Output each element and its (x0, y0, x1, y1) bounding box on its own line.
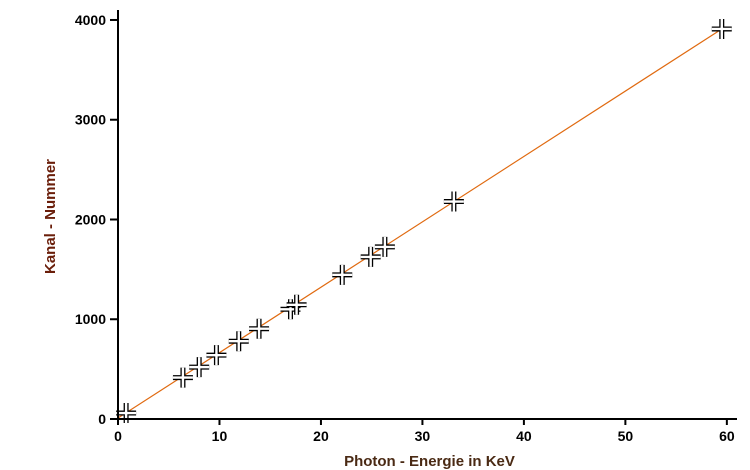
y-tick-label: 2000 (75, 211, 106, 227)
x-axis-ticks: 0 10 20 30 40 50 60 (114, 419, 735, 444)
y-tick-label: 3000 (75, 112, 106, 128)
data-point-marker (228, 331, 249, 352)
x-tick-label: 30 (415, 428, 431, 444)
data-point-marker (360, 246, 381, 267)
data-point-marker (172, 367, 193, 388)
data-point-marker (332, 264, 353, 285)
x-tick-label: 40 (516, 428, 532, 444)
y-tick-label: 0 (98, 411, 106, 427)
x-tick-label: 10 (212, 428, 228, 444)
data-markers (116, 18, 732, 424)
x-tick-label: 20 (313, 428, 329, 444)
fit-line (117, 28, 723, 419)
x-tick-label: 50 (618, 428, 634, 444)
y-axis-ticks: 0 1000 2000 3000 4000 (75, 12, 118, 427)
data-point-marker (374, 236, 395, 257)
y-tick-label: 1000 (75, 311, 106, 327)
data-point-marker (189, 357, 210, 378)
data-point-marker (286, 294, 307, 315)
data-point-marker (443, 191, 464, 212)
data-point-marker (206, 345, 227, 366)
x-axis-title: Photon - Energie in KeV (344, 453, 515, 470)
data-point-marker (116, 403, 137, 424)
x-tick-label: 60 (719, 428, 735, 444)
data-point-marker (711, 18, 732, 39)
y-axis-title: Kanal - Nummer (42, 159, 59, 274)
data-point-marker (249, 318, 270, 339)
y-tick-label: 4000 (75, 12, 106, 28)
x-tick-label: 0 (114, 428, 122, 444)
